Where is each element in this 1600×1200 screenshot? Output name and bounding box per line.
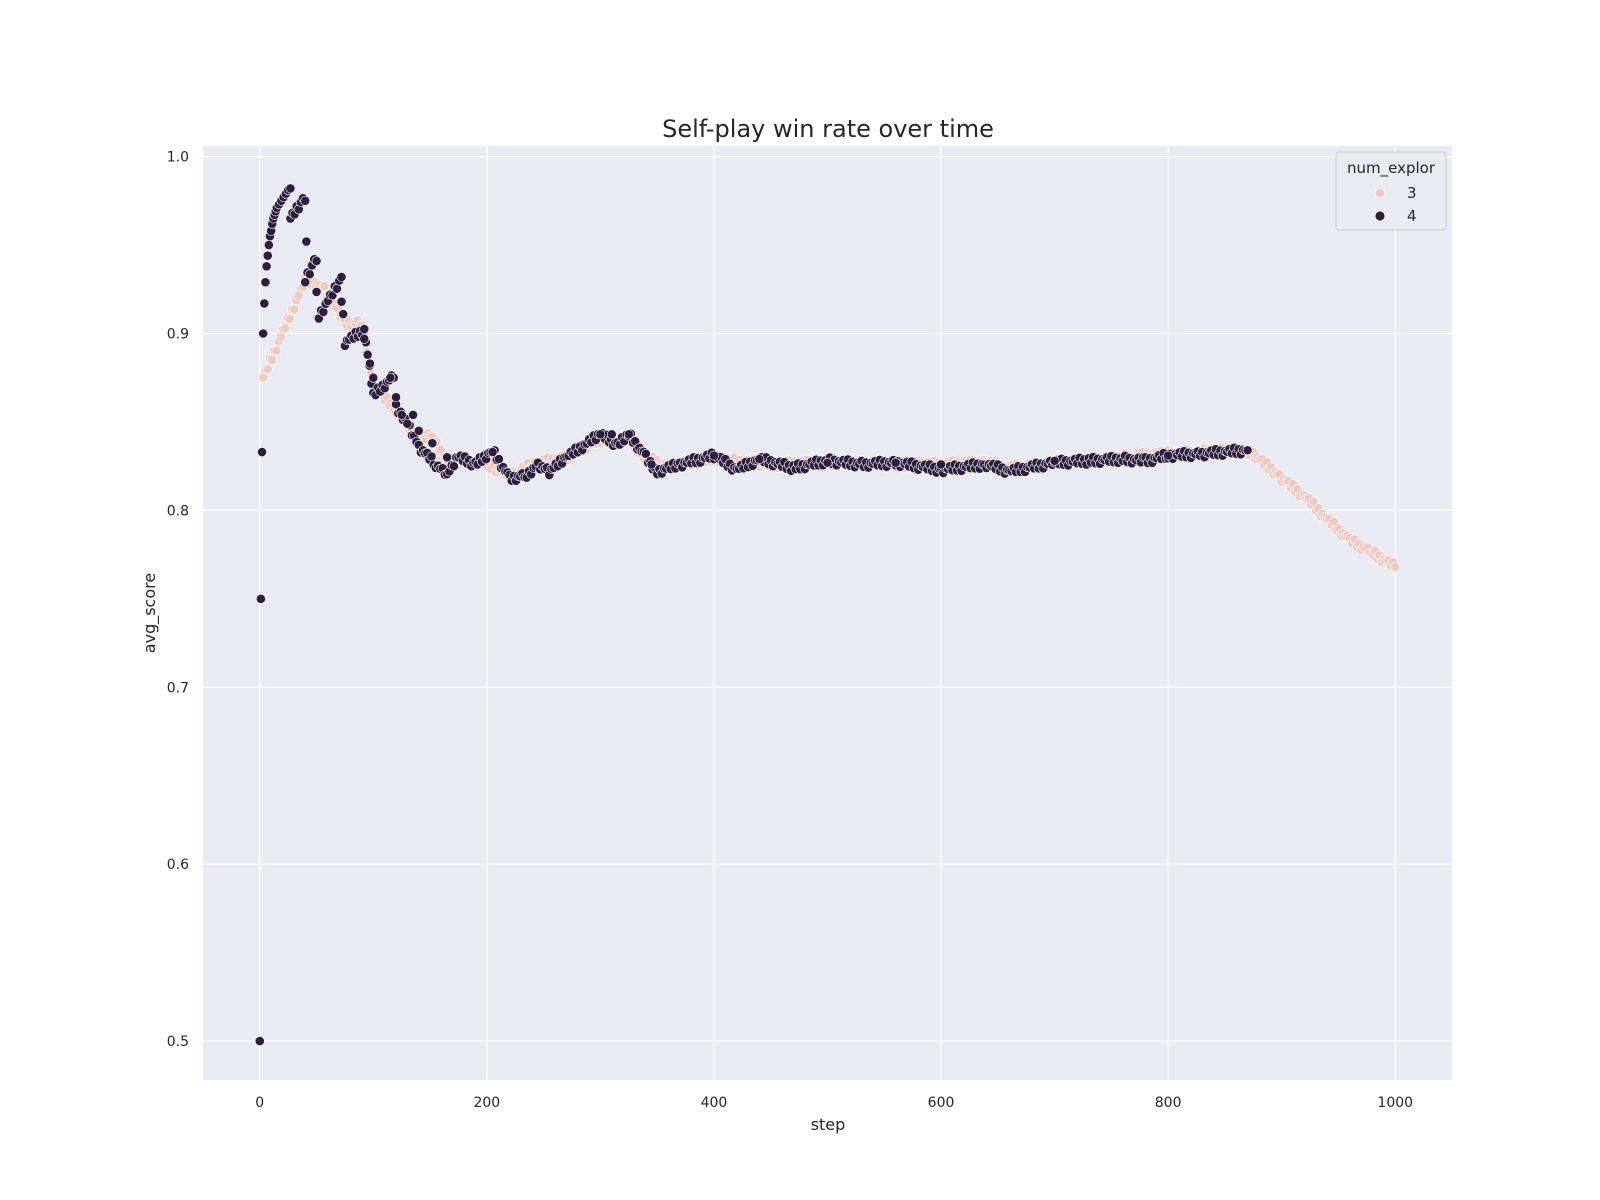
point-num-explor-4 — [254, 1036, 265, 1046]
scatter-points — [254, 183, 1401, 1046]
point-num-explor-3 — [262, 364, 273, 375]
y-tick-label: 0.5 — [167, 1034, 189, 1050]
point-num-explor-4 — [304, 269, 315, 280]
x-tick-label: 200 — [473, 1095, 500, 1111]
point-num-explor-4 — [300, 277, 311, 288]
point-num-explor-4 — [1163, 450, 1174, 461]
point-num-explor-4 — [359, 333, 370, 344]
point-num-explor-4 — [258, 328, 269, 339]
point-num-explor-4 — [595, 429, 606, 440]
x-tick-label: 600 — [928, 1095, 955, 1111]
x-tick-label: 800 — [1155, 1095, 1182, 1111]
point-num-explor-4 — [301, 236, 312, 247]
point-num-explor-4 — [311, 287, 322, 297]
point-num-explor-4 — [338, 309, 349, 319]
point-num-explor-4 — [257, 447, 267, 457]
point-num-explor-3 — [271, 345, 282, 356]
point-num-explor-4 — [408, 409, 418, 420]
point-num-explor-4 — [368, 372, 379, 383]
x-tick-label: 1000 — [1377, 1095, 1413, 1111]
point-num-explor-3 — [280, 323, 291, 334]
point-num-explor-4 — [261, 261, 272, 272]
y-tick-label: 0.7 — [167, 680, 189, 696]
tick-labels: 0 200 400 600 800 1000 0.5 0.6 0.7 0.8 0.9 1.0 — [167, 150, 1413, 1111]
y-tick-label: 0.8 — [167, 503, 189, 519]
point-num-explor-4 — [285, 183, 296, 194]
point-num-explor-4 — [336, 296, 347, 307]
legend-title: num_explor — [1347, 159, 1436, 178]
point-num-explor-4 — [890, 457, 901, 468]
point-num-explor-4 — [402, 418, 413, 429]
point-num-explor-4 — [311, 256, 322, 266]
point-num-explor-4 — [260, 277, 271, 288]
point-num-explor-4 — [640, 448, 651, 459]
point-num-explor-4 — [259, 298, 270, 309]
point-num-explor-4 — [318, 307, 329, 317]
point-num-explor-4 — [385, 372, 396, 383]
point-num-explor-4 — [256, 593, 266, 604]
point-num-explor-4 — [1049, 455, 1060, 466]
point-num-explor-4 — [646, 459, 657, 470]
point-num-explor-4 — [359, 324, 370, 334]
legend-frame — [1335, 151, 1447, 231]
point-num-explor-4 — [413, 425, 424, 436]
legend: num_explor 3 4 — [1335, 151, 1447, 231]
point-num-explor-4 — [336, 272, 347, 282]
point-num-explor-4 — [396, 409, 407, 420]
point-num-explor-4 — [362, 349, 373, 360]
legend-marker-3 — [1374, 187, 1386, 199]
point-num-explor-4 — [300, 195, 311, 206]
y-tick-label: 0.6 — [167, 857, 189, 873]
point-num-explor-3 — [289, 304, 300, 315]
y-tick-label: 1.0 — [167, 150, 189, 166]
x-axis-label: step — [811, 1115, 846, 1134]
point-num-explor-4 — [709, 450, 719, 461]
point-num-explor-4 — [391, 392, 401, 403]
y-axis-label: avg_score — [140, 573, 160, 653]
point-num-explor-4 — [936, 459, 946, 470]
point-num-explor-4 — [449, 461, 459, 472]
point-num-explor-4 — [754, 454, 765, 465]
point-num-explor-4 — [442, 452, 453, 463]
point-num-explor-4 — [426, 451, 437, 462]
legend-label-4: 4 — [1407, 207, 1417, 225]
point-num-explor-4 — [606, 429, 617, 440]
x-tick-label: 0 — [255, 1095, 264, 1111]
point-num-explor-4 — [487, 447, 498, 457]
chart-title: Self-play win rate over time — [662, 115, 994, 143]
point-num-explor-4 — [263, 240, 274, 250]
grid-lines — [203, 146, 1452, 1080]
point-num-explor-4 — [1242, 445, 1253, 456]
y-tick-label: 0.9 — [167, 327, 189, 343]
point-num-explor-4 — [427, 438, 438, 449]
point-num-explor-3 — [1390, 562, 1401, 572]
point-num-explor-4 — [822, 457, 833, 468]
point-num-explor-4 — [623, 429, 634, 440]
x-tick-label: 400 — [701, 1095, 728, 1111]
point-num-explor-4 — [262, 250, 273, 261]
plot-background — [203, 146, 1452, 1080]
point-num-explor-3 — [319, 281, 330, 291]
point-num-explor-4 — [332, 283, 342, 294]
point-num-explor-3 — [267, 355, 277, 365]
legend-marker-4 — [1374, 210, 1386, 222]
point-num-explor-3 — [284, 314, 295, 324]
legend-label-3: 3 — [1407, 184, 1417, 202]
point-num-explor-4 — [365, 358, 375, 369]
